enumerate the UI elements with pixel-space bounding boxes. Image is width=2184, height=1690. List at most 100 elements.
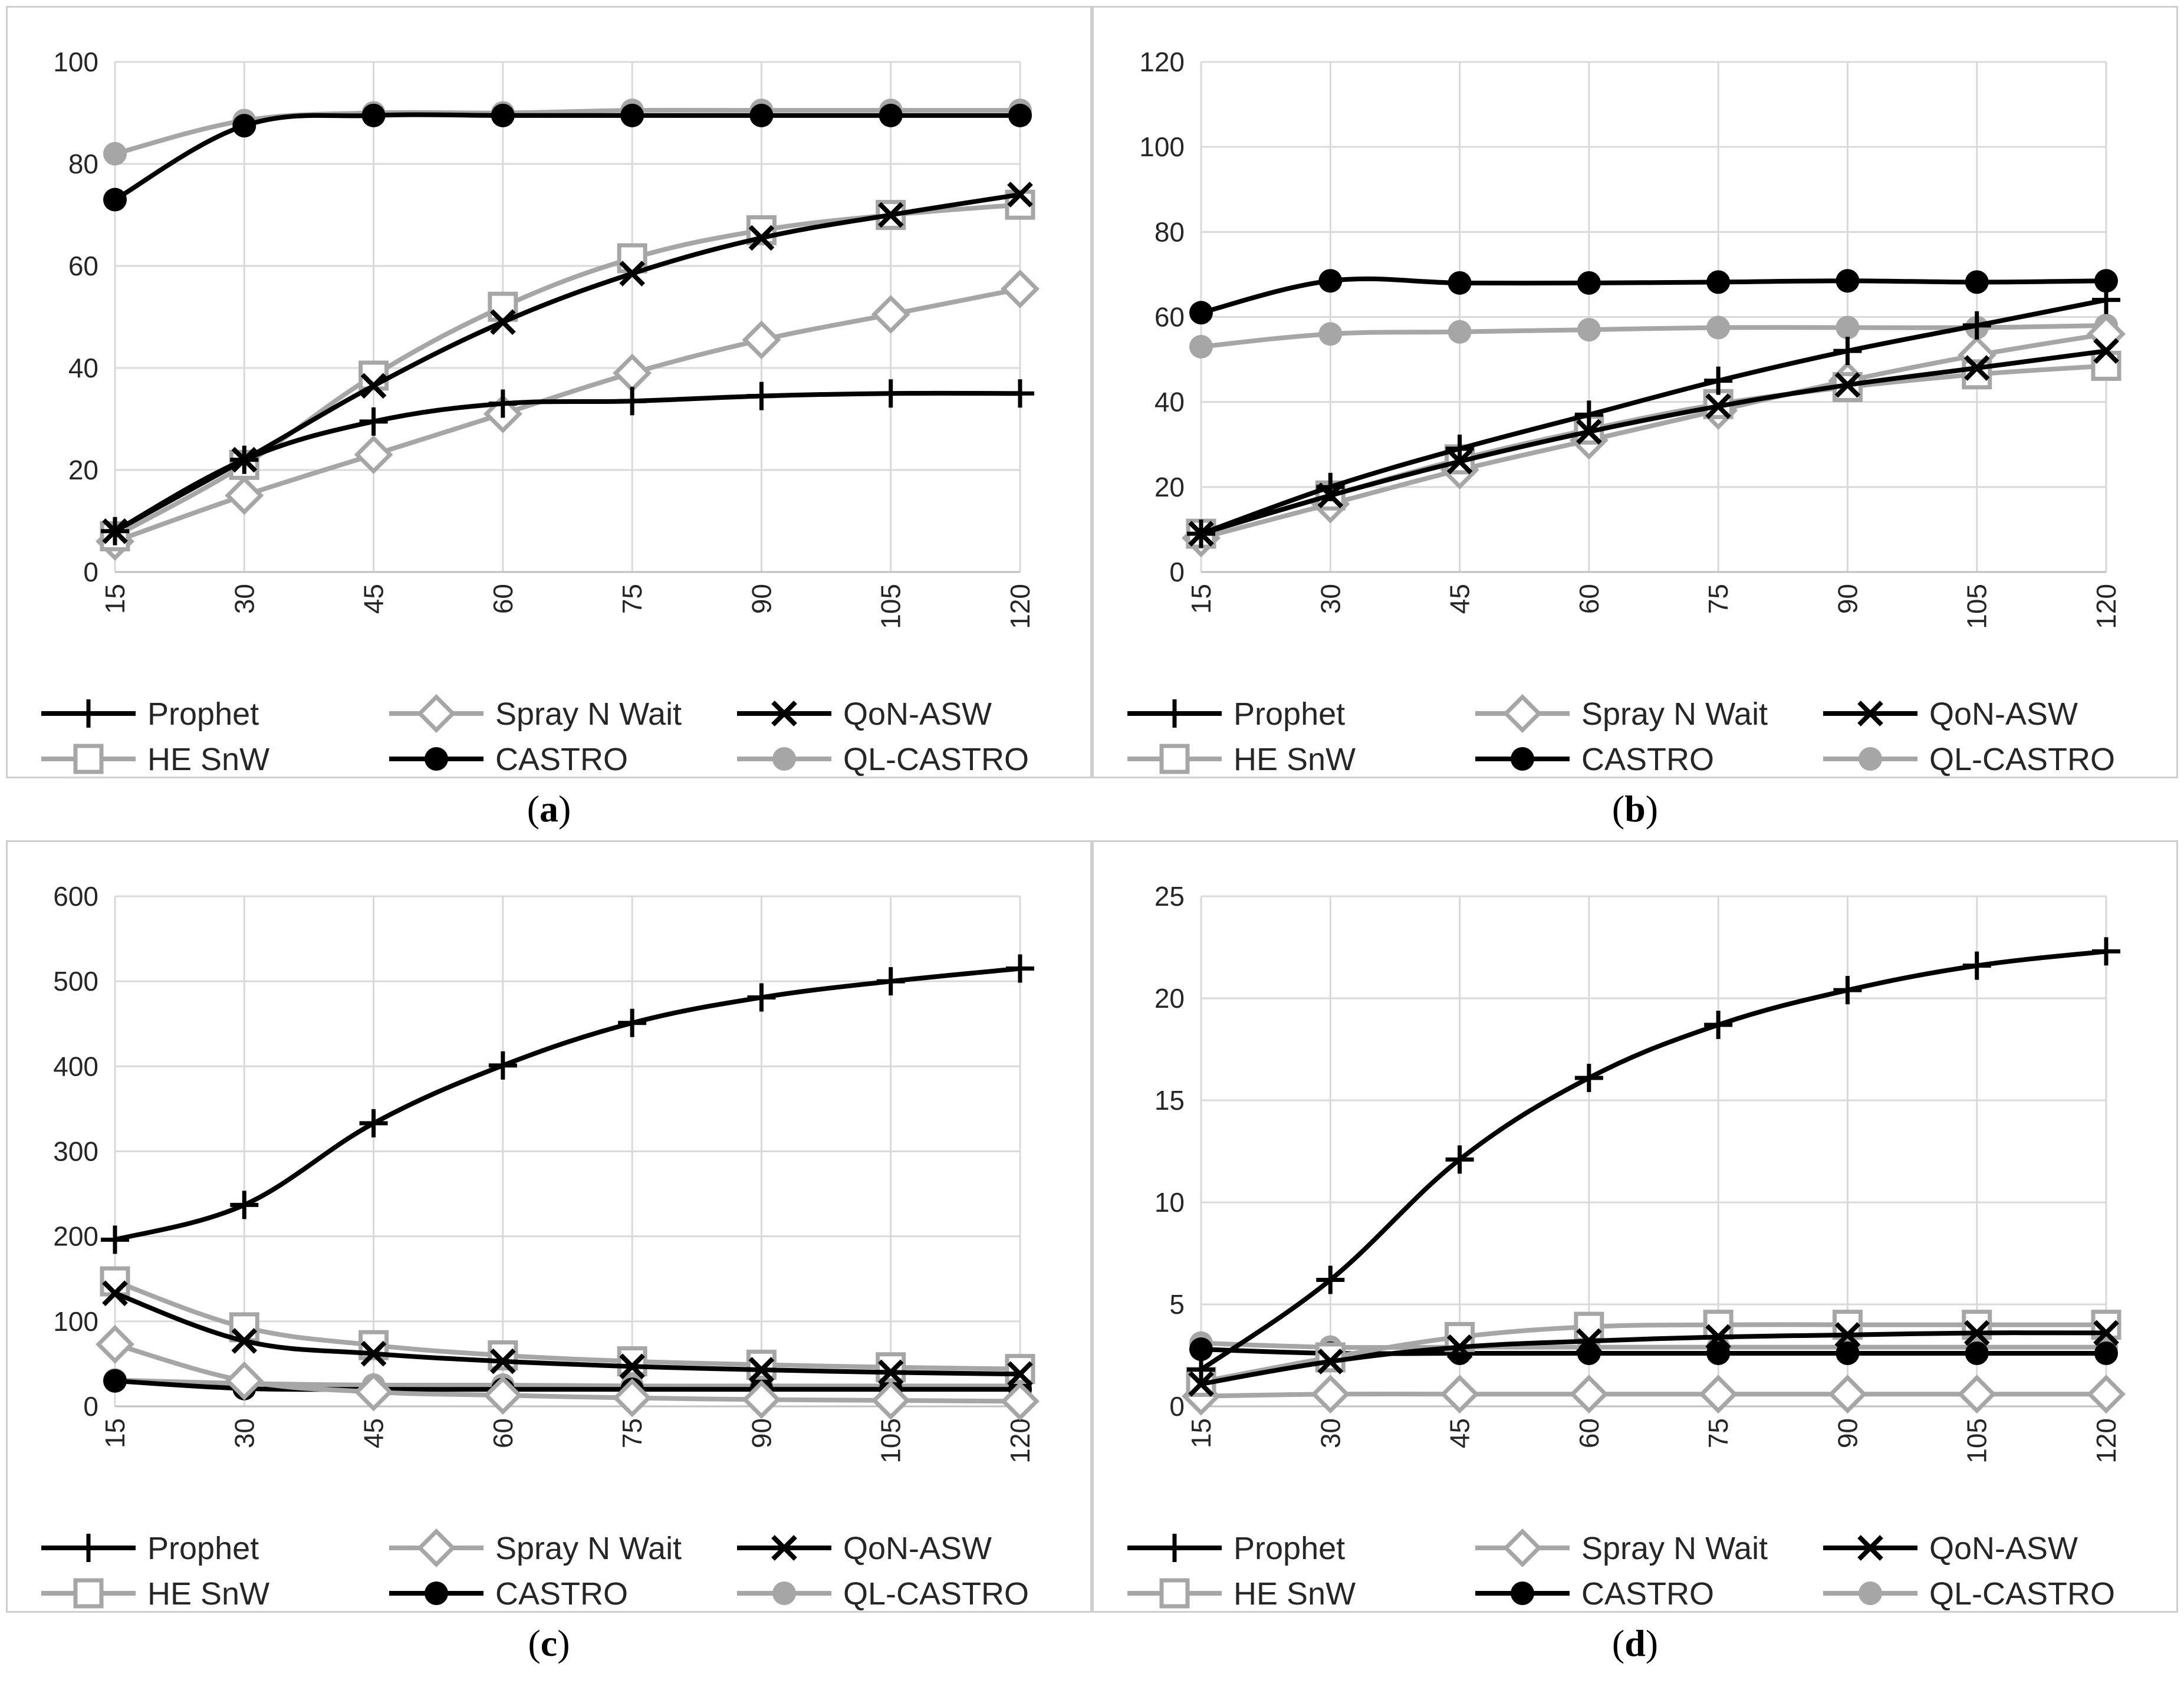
data-point-spray-n-wait [742, 320, 781, 360]
data-point-prophet [1833, 337, 1862, 366]
data-point-castro [2094, 269, 2118, 293]
series-spray-n-wait [96, 269, 1040, 561]
legend-label: QL-CASTRO [843, 742, 1029, 777]
data-point-qon-asw [2093, 338, 2119, 364]
y-tick-label: 100 [53, 47, 98, 77]
legend-label: Prophet [147, 1531, 259, 1566]
data-point-qon-asw [1007, 1361, 1033, 1387]
data-point-qon-asw [231, 1328, 258, 1354]
data-point-qon-asw [877, 1359, 904, 1386]
panel-caption-a: (a) [527, 788, 571, 830]
data-point-spray-n-wait [225, 476, 264, 515]
legend-marker [1160, 699, 1189, 728]
legend-item-qon-asw: QoN-ASW [737, 1531, 992, 1566]
data-point-qon-asw [360, 1340, 387, 1367]
x-tick-label: 120 [1005, 1418, 1035, 1464]
legend-marker [1503, 694, 1542, 733]
legend-item-qon-asw: QoN-ASW [1823, 696, 2078, 732]
y-tick-label: 120 [1139, 47, 1185, 77]
series-line-qon-asw [1200, 348, 2107, 536]
legend-marker [73, 1578, 104, 1609]
data-point-qon-asw [1705, 393, 1731, 419]
y-tick-label: 20 [1155, 983, 1185, 1014]
data-point-qon-asw [1963, 1320, 1990, 1346]
legend-marker [74, 1534, 103, 1562]
legend: Prophet Spray N Wait QoN-ASW HE SnW CASTRO QL… [1127, 694, 2115, 777]
data-point-castro [491, 103, 515, 127]
data-point-prophet [1704, 1010, 1733, 1039]
chart-svg-b: 0 20 40 60 80 100 120 15 30 45 60 75 90 105 120 Prophet… [1127, 47, 2126, 777]
data-point-prophet [1962, 311, 1991, 340]
data-point-prophet [618, 1008, 647, 1037]
y-tick-label: 100 [1139, 131, 1185, 162]
legend-item-spray-n-wait: Spray N Wait [389, 1528, 682, 1567]
panel-caption-d: (d) [1611, 1622, 1659, 1664]
data-point-prophet [1445, 1145, 1474, 1174]
data-point-prophet [876, 967, 905, 996]
data-point-ql-castro [1189, 334, 1213, 359]
series-qon-asw [1188, 1320, 2119, 1397]
chart-svg-c: 0 100 200 300 400 500 600 15 30 45 60 75 90 105 120 Pro… [41, 881, 1040, 1612]
legend-item-castro: CASTRO [389, 742, 628, 777]
series-line-prophet [1200, 297, 2107, 536]
data-point-castro [1448, 271, 1472, 295]
data-point-qon-asw [1188, 1371, 1214, 1397]
data-point-prophet [1574, 1063, 1603, 1092]
data-point-qon-asw [2093, 1320, 2119, 1346]
y-tick-labels: 0 100 200 300 400 500 600 [53, 881, 98, 1422]
data-point-qon-asw [1317, 1349, 1344, 1375]
legend-marker [1857, 701, 1883, 726]
x-tick-label: 30 [229, 1418, 259, 1448]
legend-item-he-snw: HE SnW [1127, 742, 1356, 777]
y-tick-label: 200 [53, 1221, 98, 1252]
series-qon-asw [102, 1280, 1033, 1387]
y-tick-label: 60 [68, 251, 98, 281]
data-point-castro [879, 103, 903, 127]
panel-caption-b: (b) [1611, 788, 1659, 830]
data-point-prophet [1445, 434, 1474, 463]
panel-caption-c: (c) [528, 1622, 570, 1664]
series-spray-n-wait [1182, 314, 2126, 558]
legend-label: QoN-ASW [843, 696, 992, 732]
legend-item-ql-castro: QL-CASTRO [737, 742, 1029, 777]
legend-marker [771, 1535, 797, 1561]
x-tick-label: 15 [100, 1418, 130, 1448]
x-tick-label: 30 [1315, 584, 1346, 614]
legend-label: QoN-ASW [1929, 1531, 2078, 1566]
data-point-qon-asw [360, 373, 387, 399]
data-point-castro [1965, 1342, 1989, 1366]
legend-item-spray-n-wait: Spray N Wait [389, 694, 682, 733]
series-prophet [1187, 937, 2120, 1384]
y-tick-label: 15 [1155, 1085, 1185, 1116]
data-point-castro [103, 1369, 127, 1393]
data-point-ql-castro [1836, 315, 1860, 340]
legend-label: CASTRO [1581, 1576, 1714, 1612]
data-point-qon-asw [102, 1280, 128, 1307]
legend-item-spray-n-wait: Spray N Wait [1475, 1528, 1768, 1567]
x-tick-labels: 15 30 45 60 75 90 105 120 [100, 1418, 1035, 1464]
data-point-castro [1965, 270, 1989, 294]
y-tick-label: 80 [68, 149, 98, 179]
legend-item-prophet: Prophet [1127, 696, 1345, 732]
legend-label: CASTRO [495, 742, 628, 777]
series-line-qon-asw [1200, 1330, 2107, 1386]
data-point-qon-asw [490, 309, 516, 335]
legend-marker [425, 1582, 448, 1605]
data-point-prophet [101, 1225, 129, 1254]
data-point-prophet [1316, 472, 1345, 501]
legend: Prophet Spray N Wait QoN-ASW HE SnW CASTRO QL… [1127, 1528, 2115, 1612]
legend-marker [1511, 747, 1534, 771]
legend-label: QL-CASTRO [1929, 742, 2115, 777]
data-point-spray-n-wait [1311, 1375, 1350, 1414]
chart-svg-a: 0 20 40 60 80 100 15 30 45 60 75 90 105 120 Prophet Spr… [41, 47, 1040, 777]
data-point-spray-n-wait [1957, 1375, 1996, 1414]
x-tick-label: 45 [1445, 584, 1475, 614]
data-point-qon-asw [748, 225, 775, 251]
data-point-spray-n-wait [225, 1361, 264, 1400]
data-point-castro [1577, 1342, 1601, 1366]
legend-label: CASTRO [1581, 742, 1714, 777]
y-tick-labels: 0 20 40 60 80 100 [53, 47, 98, 587]
data-point-spray-n-wait [1001, 1382, 1040, 1421]
legend-marker [1160, 1534, 1189, 1562]
